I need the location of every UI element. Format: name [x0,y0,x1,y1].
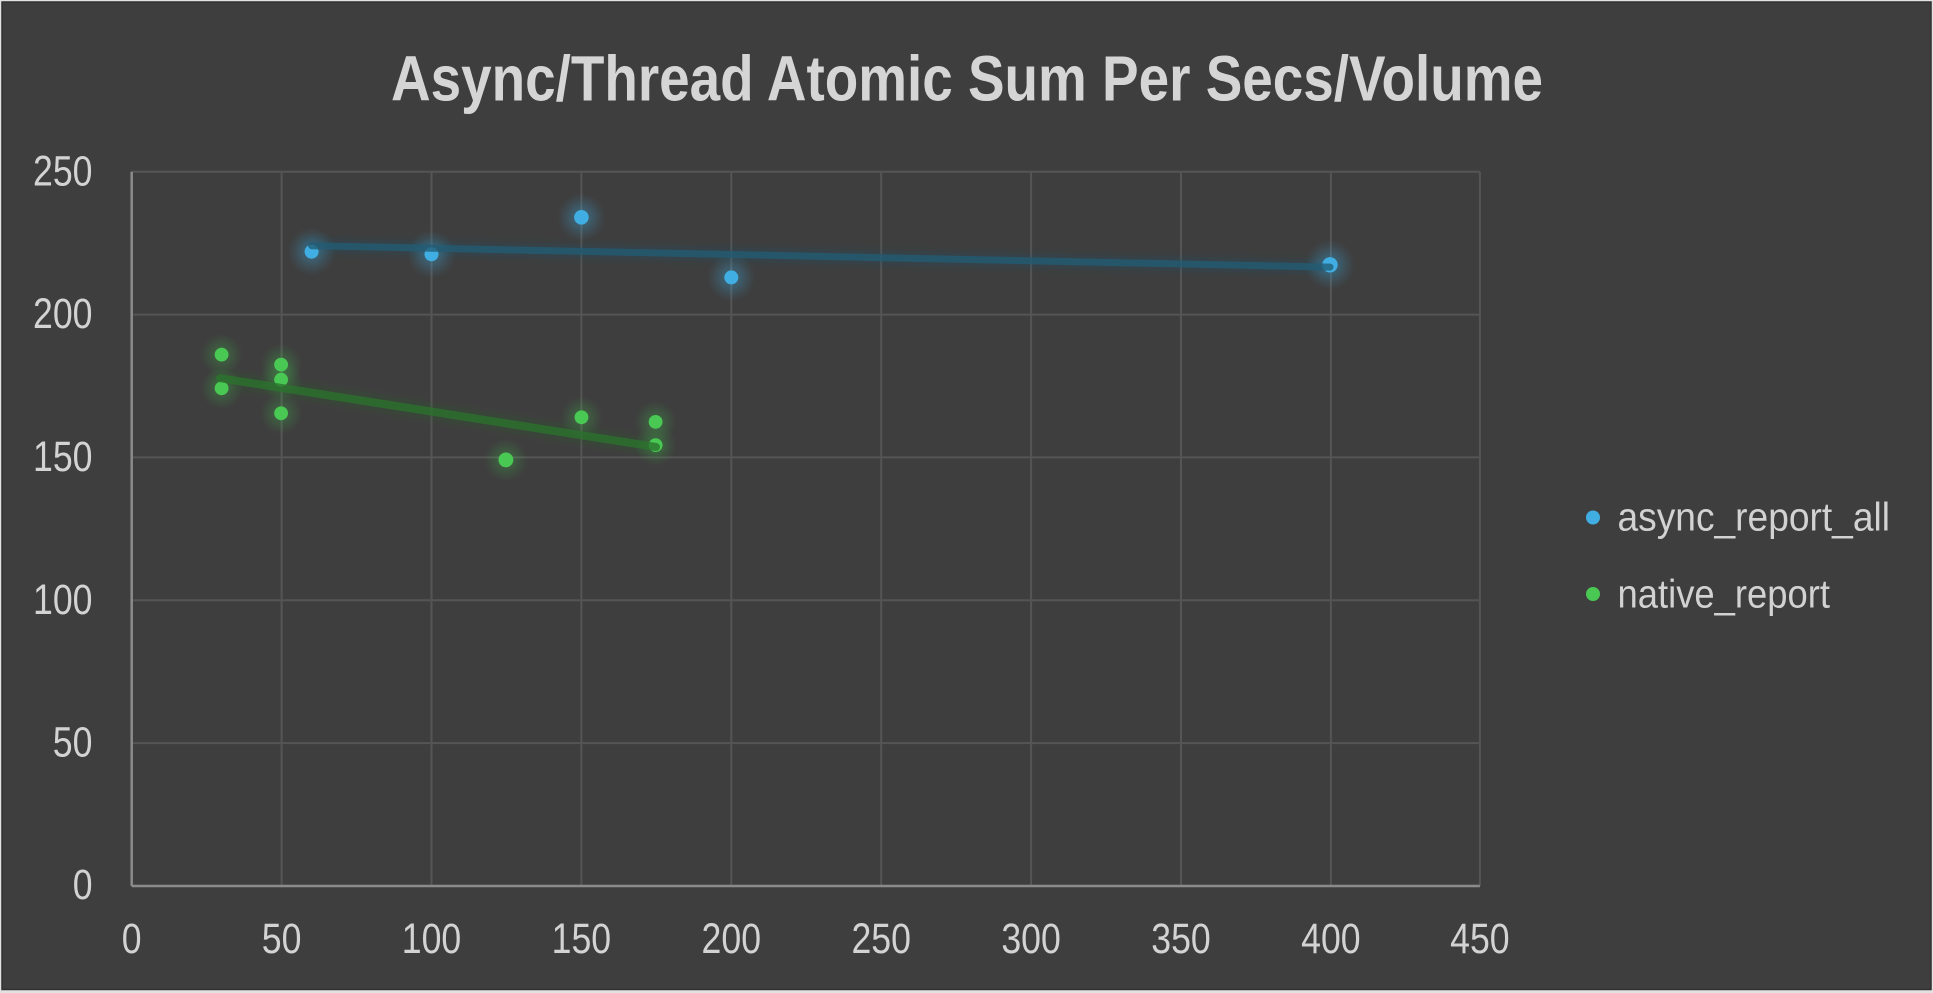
svg-text:150: 150 [552,915,612,963]
svg-text:Async/Thread Atomic Sum Per Se: Async/Thread Atomic Sum Per Secs/Volume [391,43,1543,115]
svg-text:300: 300 [1001,915,1061,963]
svg-text:async_report_all: async_report_all [1618,496,1891,540]
svg-text:200: 200 [33,290,93,338]
svg-text:150: 150 [33,433,93,481]
svg-text:400: 400 [1301,915,1361,963]
svg-text:450: 450 [1450,915,1510,963]
svg-text:200: 200 [702,915,762,963]
svg-text:350: 350 [1151,915,1211,963]
svg-text:250: 250 [851,915,911,963]
svg-text:100: 100 [402,915,462,963]
svg-text:250: 250 [33,147,93,195]
svg-text:native_report: native_report [1618,573,1831,617]
svg-text:0: 0 [73,861,93,909]
svg-text:50: 50 [53,719,93,767]
svg-text:50: 50 [262,915,302,963]
svg-text:100: 100 [33,576,93,624]
svg-text:0: 0 [122,915,142,963]
